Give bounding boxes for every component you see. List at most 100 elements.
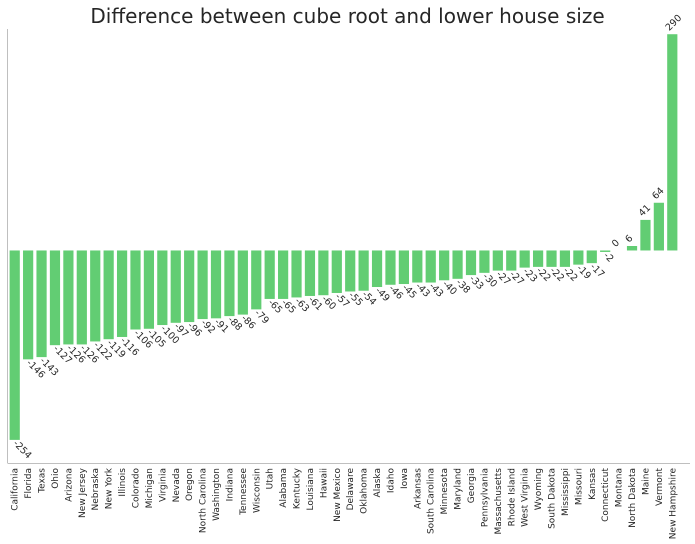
bar-vermont xyxy=(653,202,664,251)
value-label: 64 xyxy=(650,186,666,202)
x-tick-label: West Virginia xyxy=(521,468,531,527)
bar-connecticut xyxy=(600,250,611,252)
bar-new-york xyxy=(103,250,114,340)
x-tick-label: North Carolina xyxy=(199,468,209,533)
bar-pennsylvania xyxy=(479,250,490,273)
bar-new-mexico xyxy=(331,250,342,293)
x-tick-label: Colorado xyxy=(131,468,141,509)
x-tick-label: Vermont xyxy=(655,468,665,507)
value-label: 6 xyxy=(623,233,635,245)
x-tick-label: Florida xyxy=(24,468,34,499)
x-tick-label: Indiana xyxy=(225,468,235,501)
bar-missouri xyxy=(573,250,584,265)
x-tick-label: Hawaii xyxy=(319,468,329,498)
x-tick-label: Maine xyxy=(641,468,651,495)
bar-illinois xyxy=(116,250,128,337)
x-tick-label: Virginia xyxy=(158,468,168,502)
bar-oklahoma xyxy=(358,250,369,291)
x-tick-label: Alabama xyxy=(279,468,289,508)
x-tick-label: Wisconsin xyxy=(252,468,262,513)
x-tick-label: Wyoming xyxy=(534,468,544,510)
x-tick-label: Connecticut xyxy=(601,468,611,522)
bar-north-dakota xyxy=(626,246,638,251)
bar-minnesota xyxy=(439,250,450,281)
bar-rhode-island xyxy=(506,250,517,271)
x-tick-label: Mississippi xyxy=(561,468,571,516)
x-tick-label: Oregon xyxy=(185,468,195,501)
bar-utah xyxy=(264,250,275,299)
bar-virginia xyxy=(157,250,168,326)
x-tick-label: Iowa xyxy=(400,468,410,489)
bar-south-carolina xyxy=(425,250,436,283)
bar-nebraska xyxy=(90,250,101,342)
x-tick-label: Louisiana xyxy=(306,468,316,511)
x-tick-label: Maryland xyxy=(454,468,464,510)
bar-idaho xyxy=(385,250,396,285)
bar-washington xyxy=(210,250,222,319)
bar-delaware xyxy=(345,250,356,292)
value-label: 0 xyxy=(610,238,622,250)
x-tick-label: North Dakota xyxy=(628,468,638,528)
bar-ohio xyxy=(49,250,61,346)
x-tick-label: Michigan xyxy=(145,468,155,508)
bar-kentucky xyxy=(291,250,302,298)
bar-arizona xyxy=(63,250,74,345)
x-tick-label: Massachusetts xyxy=(494,468,504,535)
bar-massachusetts xyxy=(492,250,503,271)
x-tick-label: Montana xyxy=(615,468,625,507)
bar-kansas xyxy=(586,250,597,264)
x-tick-label: Tennessee xyxy=(239,468,249,516)
x-tick-label: Washington xyxy=(212,468,222,521)
bar-nevada xyxy=(170,250,181,323)
bars-group xyxy=(9,34,678,440)
bar-wyoming xyxy=(532,250,544,267)
value-labels-group: -254-146-143-127-126-126-122-119-116-106… xyxy=(11,13,685,462)
bar-maine xyxy=(640,219,651,251)
bar-arkansas xyxy=(412,250,423,283)
bar-colorado xyxy=(130,250,141,330)
bar-oregon xyxy=(184,250,195,323)
bar-wisconsin xyxy=(251,250,262,310)
x-tick-label: Pennsylvania xyxy=(480,468,490,527)
bar-new-jersey xyxy=(76,250,87,345)
x-tick-label: South Dakota xyxy=(548,468,558,529)
x-tick-label: Delaware xyxy=(346,468,356,511)
x-tick-label: New Mexico xyxy=(333,468,343,522)
bar-south-dakota xyxy=(546,250,557,267)
bar-west-virginia xyxy=(519,250,530,268)
x-tick-label: Arkansas xyxy=(413,468,423,509)
bar-california xyxy=(9,250,20,440)
value-label: -17 xyxy=(588,261,607,280)
value-label: -254 xyxy=(11,438,34,461)
x-tick-label: Illinois xyxy=(118,468,128,497)
x-tick-label: Texas xyxy=(38,468,48,494)
x-tick-label: Georgia xyxy=(467,468,477,503)
bar-new-hampshire xyxy=(667,34,678,251)
x-tick-label: Rhode Island xyxy=(507,468,517,526)
x-tick-label: New Hampshire xyxy=(668,468,678,540)
x-tick-label: Nevada xyxy=(172,468,182,502)
bar-maryland xyxy=(452,250,463,279)
bar-mississippi xyxy=(559,250,571,267)
bar-louisiana xyxy=(304,250,316,296)
bar-michigan xyxy=(143,250,155,329)
bar-alaska xyxy=(371,250,383,288)
bar-north-carolina xyxy=(197,250,208,320)
value-label: -2 xyxy=(601,250,615,264)
bar-tennessee xyxy=(237,250,248,315)
bar-hawaii xyxy=(318,250,329,296)
x-tick-label: New York xyxy=(105,467,115,509)
x-tick-label: Kansas xyxy=(588,468,598,500)
x-tick-label: Nebraska xyxy=(91,468,101,510)
x-tick-labels-group: California Florida Texas Ohio Arizona New Jer… xyxy=(11,467,679,539)
bar-indiana xyxy=(224,250,235,317)
x-tick-label: Minnesota xyxy=(440,468,450,514)
x-tick-label: Arizona xyxy=(64,468,74,502)
bar-florida xyxy=(23,250,34,360)
chart-title: Difference between cube root and lower h… xyxy=(90,4,605,28)
x-tick-label: Alaska xyxy=(373,468,383,497)
x-tick-label: Idaho xyxy=(386,468,396,494)
x-tick-label: Utah xyxy=(266,468,276,489)
value-label: 41 xyxy=(637,203,653,219)
x-tick-label: Ohio xyxy=(51,468,61,489)
